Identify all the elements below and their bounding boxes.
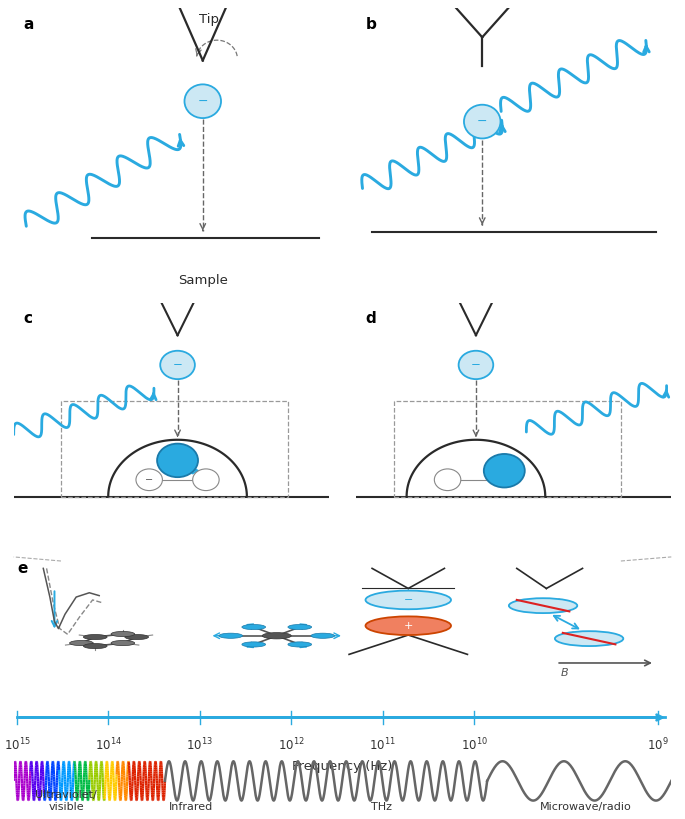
Text: $B$: $B$ <box>560 666 569 678</box>
Circle shape <box>111 631 135 636</box>
Circle shape <box>125 635 149 640</box>
Circle shape <box>288 642 312 647</box>
Text: Ultraviolet/
visible: Ultraviolet/ visible <box>36 790 97 812</box>
Text: c: c <box>23 310 32 326</box>
Circle shape <box>262 632 291 639</box>
Circle shape <box>242 642 266 647</box>
Circle shape <box>484 454 525 487</box>
Circle shape <box>366 590 451 609</box>
Circle shape <box>459 351 493 379</box>
Text: e: e <box>17 561 27 577</box>
Text: Microwave/radio: Microwave/radio <box>540 802 632 812</box>
Text: 10$^{11}$: 10$^{11}$ <box>369 736 396 753</box>
Text: Tip: Tip <box>199 12 219 25</box>
Circle shape <box>434 469 461 491</box>
Circle shape <box>136 469 162 491</box>
Text: −: − <box>403 595 413 605</box>
Text: −: − <box>173 359 182 372</box>
Circle shape <box>84 635 107 640</box>
Circle shape <box>160 351 195 379</box>
Text: −: − <box>471 359 481 372</box>
Circle shape <box>464 105 501 138</box>
Text: +: + <box>403 621 413 631</box>
Circle shape <box>555 631 623 646</box>
Text: Sample: Sample <box>178 274 227 287</box>
Circle shape <box>157 444 198 477</box>
Text: 10$^{12}$: 10$^{12}$ <box>278 736 305 753</box>
Circle shape <box>509 598 577 613</box>
Text: Frequency (Hz): Frequency (Hz) <box>292 760 393 773</box>
Text: Infrared: Infrared <box>169 802 213 812</box>
Circle shape <box>288 624 312 630</box>
Circle shape <box>84 644 107 649</box>
Bar <box>394 401 621 496</box>
Circle shape <box>366 617 451 635</box>
Text: 10$^{10}$: 10$^{10}$ <box>460 736 488 753</box>
Text: b: b <box>366 17 377 32</box>
Text: THz: THz <box>371 802 393 812</box>
Circle shape <box>242 624 266 630</box>
Text: −: − <box>477 115 488 128</box>
Circle shape <box>184 84 221 118</box>
Text: 10$^{14}$: 10$^{14}$ <box>95 736 122 753</box>
Text: 10$^{15}$: 10$^{15}$ <box>3 736 30 753</box>
Bar <box>61 401 288 496</box>
Text: a: a <box>23 17 34 32</box>
Circle shape <box>70 640 93 645</box>
Circle shape <box>219 633 242 638</box>
Text: −: − <box>197 95 208 108</box>
Text: d: d <box>366 310 376 326</box>
Text: 10$^{9}$: 10$^{9}$ <box>647 736 669 753</box>
Text: 10$^{13}$: 10$^{13}$ <box>186 736 213 753</box>
Circle shape <box>111 640 135 645</box>
Text: −: − <box>145 475 153 485</box>
Circle shape <box>192 469 219 491</box>
Circle shape <box>311 633 334 638</box>
